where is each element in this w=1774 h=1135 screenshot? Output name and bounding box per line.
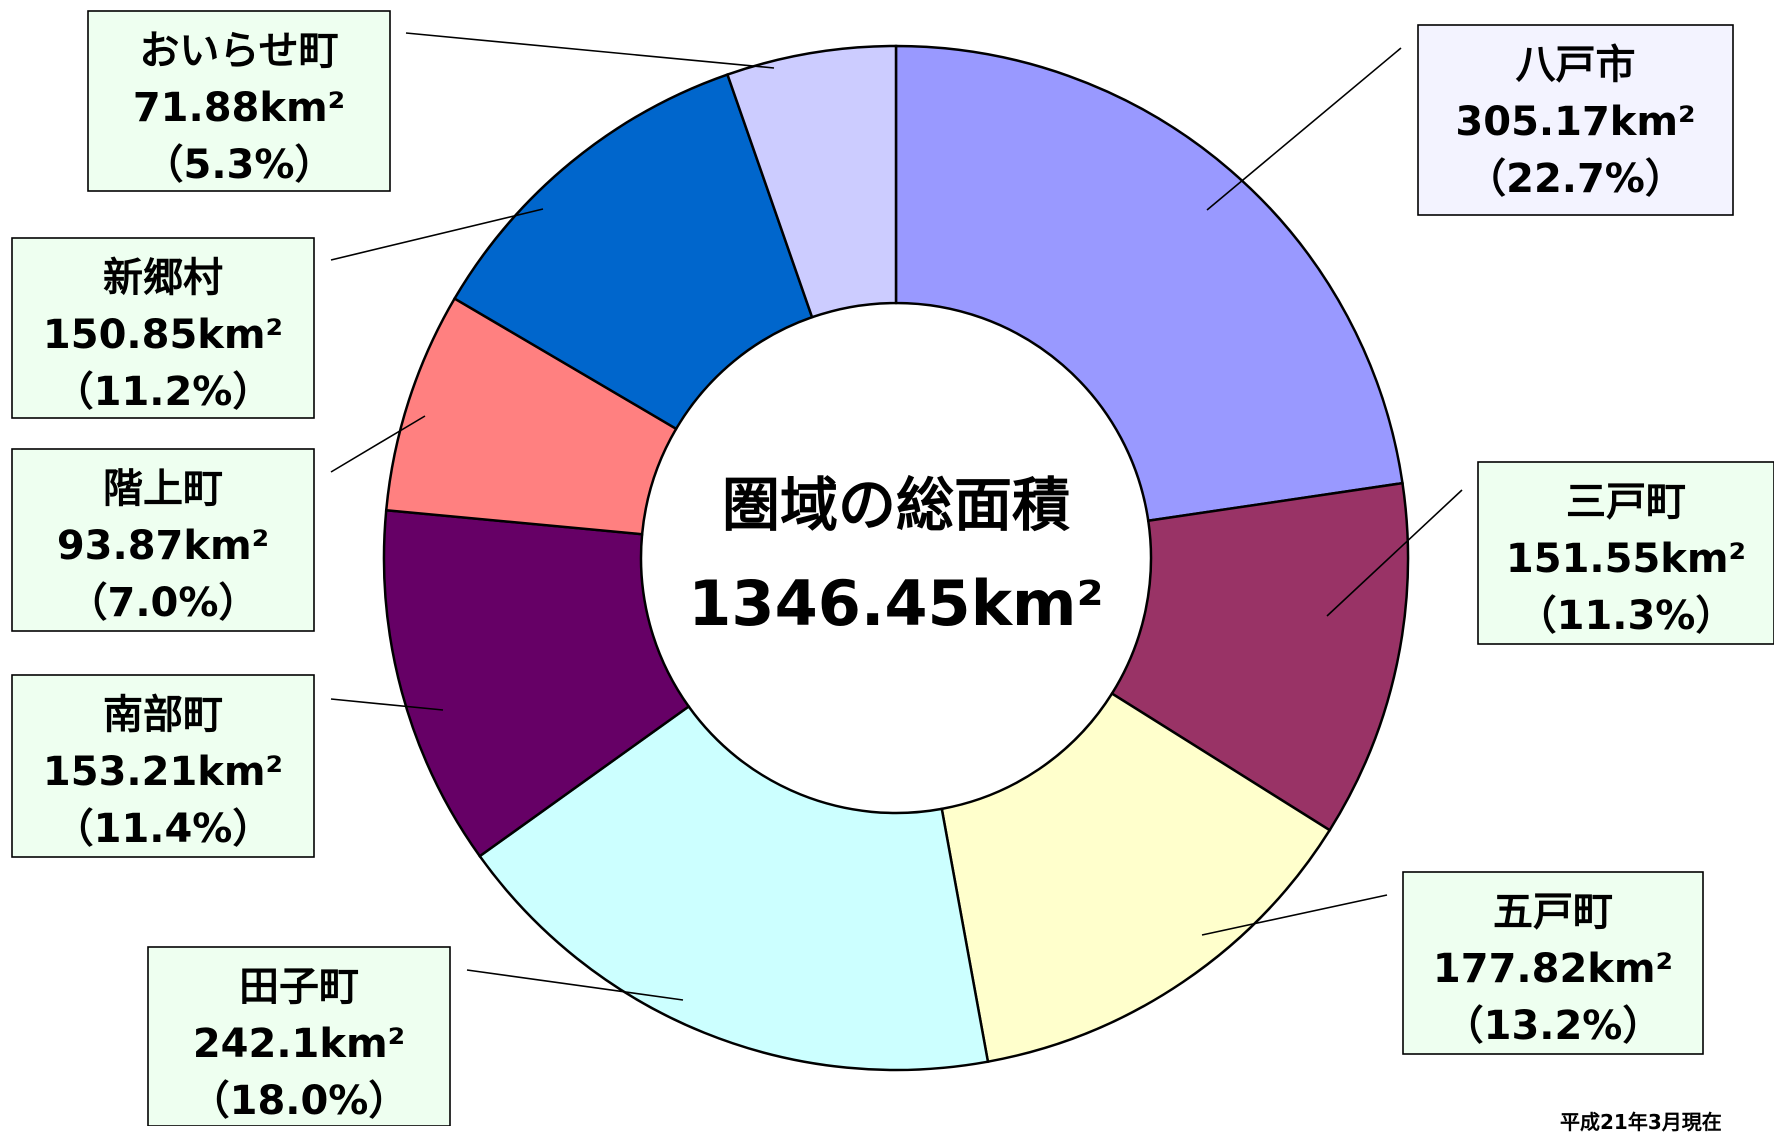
slice-name: 南部町 [103,692,223,738]
slice-percent: （11.2%） [54,369,273,415]
slice-name: 新郷村 [103,255,223,301]
slice-area: 71.88km² [133,85,345,131]
leader-line-3 [1201,894,1388,936]
leader-line-6 [330,415,426,473]
slice-percent: （7.0%） [68,580,259,626]
label-box-bg [1477,461,1774,645]
label-box-bg [147,946,451,1127]
leader-lines [330,32,1463,1001]
slice-name: 階上町 [103,466,223,512]
center-labels: 圏域の総面積 1346.45km² [688,471,1103,640]
leader-line-7 [330,208,544,261]
slice-name: 五戸町 [1493,889,1613,935]
slice-name: 三戸町 [1566,479,1686,525]
donut-slice-4 [478,704,990,1072]
leader-line-8 [405,32,775,69]
donut-slice-2 [1110,481,1410,832]
leader-line-2 [1326,489,1463,617]
slice-name: 八戸市 [1516,42,1636,88]
label-box-bg [11,237,315,419]
chart-title: 圏域の総面積 [722,471,1070,539]
slice-percent: （11.3%） [1517,593,1736,639]
slice-label-box-3: 五戸町 177.82km² （13.2%） [1402,871,1704,1055]
label-box-bg [87,10,391,192]
slice-name: おいらせ町 [139,28,338,74]
slice-label-box-4: 田子町 242.1km² （18.0%） [147,946,451,1127]
label-box-bg [11,674,315,858]
donut-slice-5 [382,508,691,858]
slice-percent: （18.0%） [190,1078,409,1124]
leader-line-4 [466,969,684,1001]
label-box-bg [11,448,315,632]
donut-slice-1 [894,44,1404,523]
donut-slice-8 [725,44,898,319]
slice-label-box-1: 八戸市 305.17km² （22.7%） [1417,24,1734,216]
slices-layer [382,44,1410,1072]
slice-label-box-5: 南部町 153.21km² （11.4%） [11,674,315,858]
slice-area: 93.87km² [57,523,269,569]
slice-area: 150.85km² [43,312,283,358]
slice-area: 151.55km² [1506,536,1746,582]
leader-line-1 [1206,47,1402,211]
slice-label-box-6: 階上町 93.87km² （7.0%） [11,448,315,632]
total-area-value: 1346.45km² [688,567,1103,640]
slice-labels: 八戸市 305.17km² （22.7%） 三戸町 151.55km² （11.3%） 五戸… [11,10,1774,1127]
slice-percent: （5.3%） [144,142,335,188]
slice-percent: （22.7%） [1466,156,1685,202]
footnote-date: 平成21年3月現在 [1560,1110,1722,1134]
slice-area: 177.82km² [1433,946,1673,992]
slice-label-box-2: 三戸町 151.55km² （11.3%） [1477,461,1774,645]
slice-percent: （13.2%） [1444,1003,1663,1049]
slice-percent: （11.4%） [54,806,273,852]
label-box-bg [1402,871,1704,1055]
slice-label-box-7: 新郷村 150.85km² （11.2%） [11,237,315,419]
slice-area: 242.1km² [193,1021,405,1067]
slice-label-box-8: おいらせ町 71.88km² （5.3%） [87,10,391,192]
slice-name: 田子町 [239,964,359,1010]
slice-area: 153.21km² [43,749,283,795]
slice-area: 305.17km² [1455,99,1695,145]
label-box-bg [1417,24,1734,216]
leader-line-5 [330,698,444,711]
